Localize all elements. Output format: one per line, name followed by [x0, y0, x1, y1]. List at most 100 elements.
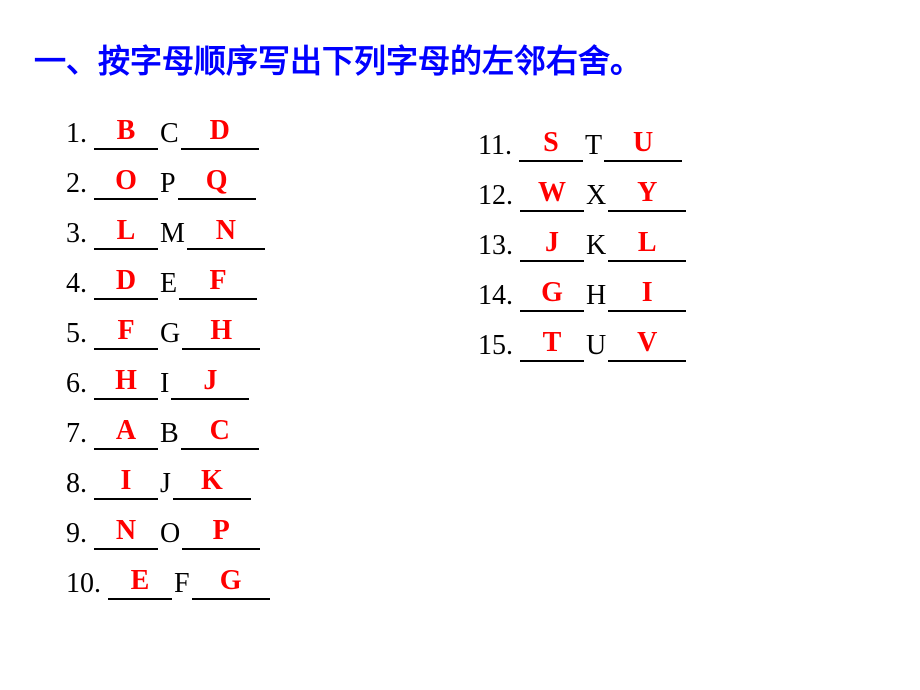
blank-before: S: [519, 126, 583, 162]
question-row: 11. STU: [478, 112, 686, 162]
given-letter: M: [158, 218, 187, 250]
worksheet-title: 一、按字母顺序写出下列字母的左邻右舍。: [0, 0, 920, 82]
answer-before: H: [115, 365, 137, 396]
question-row: 13. JKL: [478, 212, 686, 262]
given-letter: E: [158, 268, 179, 300]
question-row: 10. EFG: [66, 550, 478, 600]
answer-after: J: [203, 365, 217, 396]
blank-after: D: [181, 114, 259, 150]
question-number: 6.: [66, 368, 94, 400]
answer-before: S: [543, 127, 559, 158]
blank-after: H: [182, 314, 260, 350]
question-number: 2.: [66, 168, 94, 200]
blank-after: P: [182, 514, 260, 550]
question-number: 15.: [478, 330, 520, 362]
question-number: 3.: [66, 218, 94, 250]
answer-before: O: [115, 165, 137, 196]
blank-after: N: [187, 214, 265, 250]
question-number: 11.: [478, 130, 519, 162]
question-number: 8.: [66, 468, 94, 500]
question-row: 3. LMN: [66, 200, 478, 250]
answer-before: F: [117, 315, 134, 346]
worksheet-columns: 1. BCD2. OPQ3. LMN4. DEF5. FGH6. HIJ7. A…: [0, 82, 920, 600]
column-left: 1. BCD2. OPQ3. LMN4. DEF5. FGH6. HIJ7. A…: [0, 94, 478, 600]
blank-after: Q: [178, 164, 256, 200]
given-letter: C: [158, 118, 181, 150]
answer-before: D: [116, 265, 136, 296]
blank-before: T: [520, 326, 584, 362]
given-letter: T: [583, 130, 604, 162]
blank-after: F: [179, 264, 257, 300]
answer-after: U: [633, 127, 653, 158]
blank-before: F: [94, 314, 158, 350]
blank-after: Y: [608, 176, 686, 212]
question-row: 2. OPQ: [66, 150, 478, 200]
given-letter: H: [584, 280, 608, 312]
given-letter: F: [172, 568, 192, 600]
question-row: 4. DEF: [66, 250, 478, 300]
question-number: 12.: [478, 180, 520, 212]
given-letter: O: [158, 518, 182, 550]
question-number: 5.: [66, 318, 94, 350]
question-row: 12. WXY: [478, 162, 686, 212]
answer-after: H: [210, 315, 232, 346]
answer-after: F: [210, 265, 227, 296]
answer-after: Q: [206, 165, 228, 196]
question-row: 7. ABC: [66, 400, 478, 450]
answer-after: L: [638, 227, 657, 258]
question-row: 14. GH I: [478, 262, 686, 312]
blank-before: N: [94, 514, 158, 550]
given-letter: X: [584, 180, 608, 212]
blank-after: G: [192, 564, 270, 600]
blank-after: I: [608, 276, 686, 312]
answer-before: A: [116, 415, 136, 446]
question-row: 15. TUV: [478, 312, 686, 362]
answer-before: I: [121, 465, 132, 496]
blank-after: J: [171, 364, 249, 400]
question-row: 5. FGH: [66, 300, 478, 350]
answer-after: N: [216, 215, 236, 246]
blank-before: J: [520, 226, 584, 262]
answer-before: N: [116, 515, 136, 546]
answer-before: G: [541, 277, 563, 308]
blank-before: H: [94, 364, 158, 400]
question-number: 1.: [66, 118, 94, 150]
given-letter: J: [158, 468, 173, 500]
answer-before: T: [543, 327, 562, 358]
blank-before: G: [520, 276, 584, 312]
question-number: 10.: [66, 568, 108, 600]
given-letter: P: [158, 168, 178, 200]
answer-after: G: [220, 565, 242, 596]
blank-before: O: [94, 164, 158, 200]
answer-after: C: [210, 415, 230, 446]
question-number: 13.: [478, 230, 520, 262]
column-right: 11. STU12. WXY13. JKL14. GHI15. TUV: [478, 94, 686, 600]
answer-before: B: [117, 115, 136, 146]
given-letter: G: [158, 318, 182, 350]
blank-after: U: [604, 126, 682, 162]
answer-after: I: [642, 277, 653, 308]
blank-before: D: [94, 264, 158, 300]
answer-after: K: [201, 465, 223, 496]
answer-before: L: [117, 215, 136, 246]
question-number: 9.: [66, 518, 94, 550]
answer-after: Y: [637, 177, 657, 208]
blank-before: A: [94, 414, 158, 450]
question-row: 6. HIJ: [66, 350, 478, 400]
blank-before: I: [94, 464, 158, 500]
question-row: 8. IJK: [66, 450, 478, 500]
answer-after: V: [637, 327, 657, 358]
blank-before: W: [520, 176, 584, 212]
question-row: 9. NOP: [66, 500, 478, 550]
blank-before: B: [94, 114, 158, 150]
question-row: 1. BCD: [66, 100, 478, 150]
given-letter: B: [158, 418, 181, 450]
answer-before: J: [545, 227, 559, 258]
given-letter: K: [584, 230, 608, 262]
question-number: 4.: [66, 268, 94, 300]
given-letter: U: [584, 330, 608, 362]
blank-after: C: [181, 414, 259, 450]
question-number: 7.: [66, 418, 94, 450]
blank-after: K: [173, 464, 251, 500]
question-number: 14.: [478, 280, 520, 312]
